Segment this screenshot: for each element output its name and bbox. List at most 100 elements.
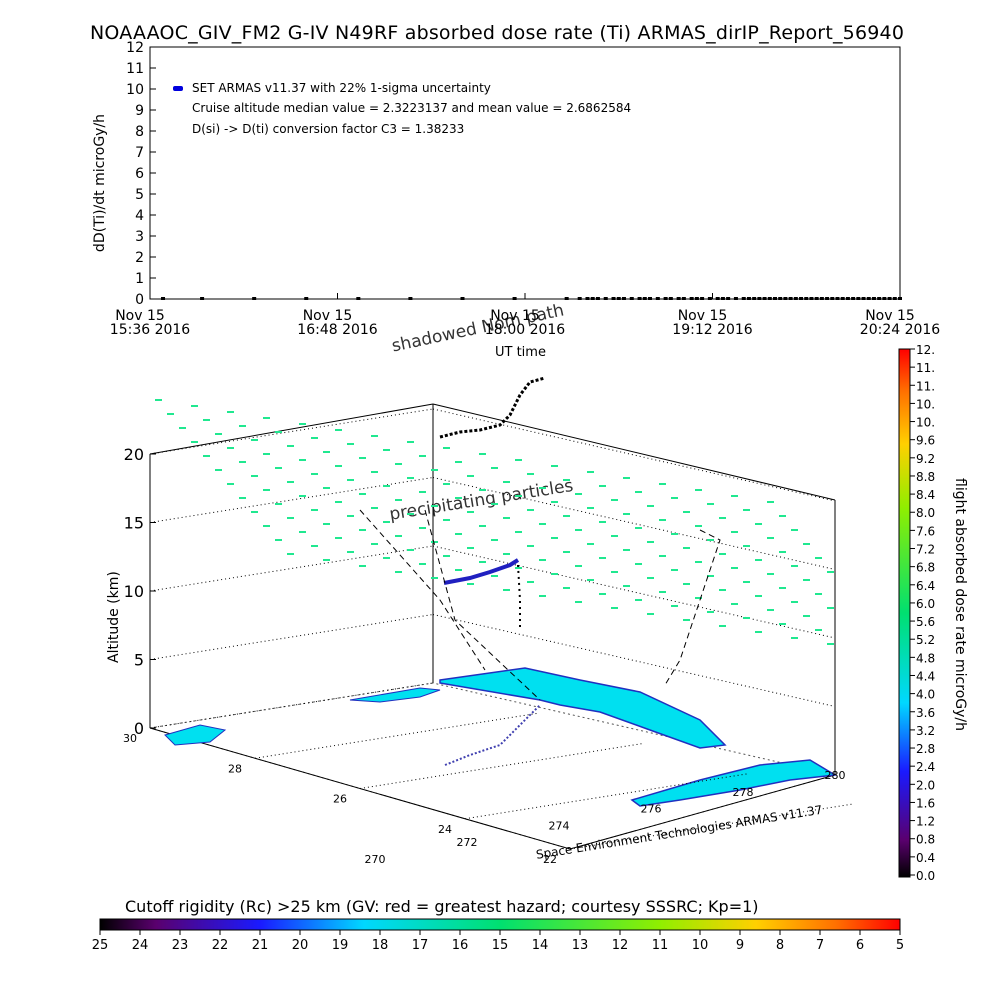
- bottom-colorbar-tick-label: 14: [532, 938, 549, 953]
- data-point: [408, 297, 413, 300]
- right-colorbar-tick-label: 3.6: [916, 706, 935, 720]
- bottom-colorbar: [99, 918, 901, 931]
- right-colorbar-tick-label: 10.: [916, 416, 935, 430]
- data-point: [809, 297, 814, 300]
- right-colorbar-tick-label: 8.0: [916, 506, 935, 520]
- data-point: [746, 297, 751, 300]
- alt-gridline: [432, 545, 836, 639]
- data-point: [861, 297, 866, 300]
- bottom-colorbar-tick-label: 11: [652, 938, 669, 953]
- data-point: [655, 297, 660, 300]
- lat-tick-label: 26: [333, 793, 347, 806]
- data-point: [830, 297, 835, 300]
- y-tick-label: 8: [135, 124, 144, 140]
- data-point: [611, 297, 616, 300]
- x-tick-label-date: Nov 15: [303, 308, 353, 324]
- data-point: [689, 297, 694, 300]
- x-tick-label-time: 18:00 2016: [485, 322, 566, 338]
- data-point: [882, 297, 887, 300]
- flight-track-high: [439, 376, 546, 439]
- right-colorbar-tick-label: 8.4: [916, 488, 935, 502]
- y-tick-label: 3: [135, 229, 144, 245]
- data-point: [595, 297, 600, 300]
- bottom-colorbar-ticks: 25 24 23 22 21 20 19 18 17 16 15 14 13 12 11 10 9 8 7 6 5: [92, 930, 904, 953]
- land-outlines: [164, 667, 838, 807]
- data-point: [161, 297, 166, 300]
- y-tick-label: 12: [126, 40, 144, 56]
- data-point: [715, 297, 720, 300]
- data-point: [871, 297, 876, 300]
- bottom-colorbar-tick-label: 5: [896, 938, 904, 953]
- data-point: [590, 297, 595, 300]
- bottom-colorbar-tick-label: 8: [776, 938, 784, 953]
- bottom-colorbar-tick-label: 21: [252, 938, 269, 953]
- legend-entry-conversion: D(si) -> D(ti) conversion factor C3 = 1.…: [192, 122, 465, 136]
- bottom-colorbar-tick-label: 22: [212, 938, 229, 953]
- lat-tick-label: 22: [543, 853, 557, 866]
- alt-gridline: [149, 614, 434, 660]
- bottom-colorbar-tick-label: 7: [816, 938, 824, 953]
- bottom-colorbar-tick-label: 25: [92, 938, 109, 953]
- bottom-colorbar-tick-label: 23: [172, 938, 189, 953]
- bottom-colorbar-tick-label: 10: [692, 938, 709, 953]
- x-tick-label-date: Nov 15: [678, 308, 728, 324]
- right-colorbar-tick-label: 11.: [916, 379, 935, 393]
- y-tick-label: 9: [135, 103, 144, 119]
- legend-entry-series: SET ARMAS v11.37 with 22% 1-sigma uncert…: [192, 81, 491, 95]
- right-colorbar-tick-label: 10.: [916, 397, 935, 411]
- data-point: [762, 297, 767, 300]
- data-point: [845, 297, 850, 300]
- data-point: [668, 297, 673, 300]
- bottom-colorbar-tick-label: 15: [492, 938, 509, 953]
- right-colorbar-tick-label: 2.4: [916, 760, 935, 774]
- lon-tick-label: 276: [641, 803, 662, 816]
- top-chart-series: [161, 297, 902, 300]
- legend-marker: [173, 86, 183, 91]
- bottom-colorbar-tick-label: 24: [132, 938, 149, 953]
- west-landmass: [164, 724, 227, 746]
- y-tick-label: 10: [126, 82, 144, 98]
- lon-tick-label: 274: [549, 819, 570, 832]
- flight-track-descent: [517, 564, 521, 630]
- data-point: [733, 297, 738, 300]
- bottom-colorbar-tick-label: 19: [332, 938, 349, 953]
- projection-line: [664, 529, 721, 686]
- data-point: [616, 297, 621, 300]
- data-point: [767, 297, 772, 300]
- data-point: [898, 297, 902, 300]
- data-point: [819, 297, 824, 300]
- figure-title: NOAAAOC_GIV_FM2 G-IV N49RF absorbed dose…: [90, 22, 905, 44]
- lat-tick-label: 30: [123, 732, 137, 745]
- z-tick-label: 15: [124, 514, 144, 533]
- data-point: [783, 297, 788, 300]
- right-colorbar-tick-label: 5.2: [916, 633, 935, 647]
- x-tick-label-time: 15:36 2016: [110, 322, 191, 338]
- data-point: [700, 297, 705, 300]
- data-point: [757, 297, 762, 300]
- cuba-landmass: [630, 759, 838, 807]
- flight-track-mid: [443, 558, 520, 585]
- z-tick-label: 0: [134, 719, 144, 738]
- latitude-ticks: 30 28 26 24 22: [123, 682, 854, 866]
- data-point: [676, 297, 681, 300]
- data-point: [681, 297, 686, 300]
- data-point: [726, 297, 731, 300]
- data-point: [840, 297, 845, 300]
- y-tick-label: 11: [126, 61, 144, 77]
- data-point: [637, 297, 642, 300]
- alt-gridline: [432, 408, 836, 502]
- data-point: [804, 297, 809, 300]
- data-point: [892, 297, 897, 300]
- right-colorbar-tick-label: 4.8: [916, 651, 935, 665]
- right-colorbar-tick-label: 7.6: [916, 524, 935, 538]
- y-tick-label: 7: [135, 145, 144, 161]
- data-point: [200, 297, 205, 300]
- longitude-ticks: 270 272 274 276 278 280: [365, 769, 846, 866]
- lat-tick-label: 24: [438, 823, 452, 836]
- x-tick-label-time: 20:24 2016: [860, 322, 941, 338]
- lat-gridline: [569, 803, 854, 850]
- right-colorbar-tick-label: 6.4: [916, 579, 935, 593]
- z-tick-label: 10: [124, 582, 144, 601]
- right-colorbar-tick-label: 2.0: [916, 778, 935, 792]
- data-point: [741, 297, 746, 300]
